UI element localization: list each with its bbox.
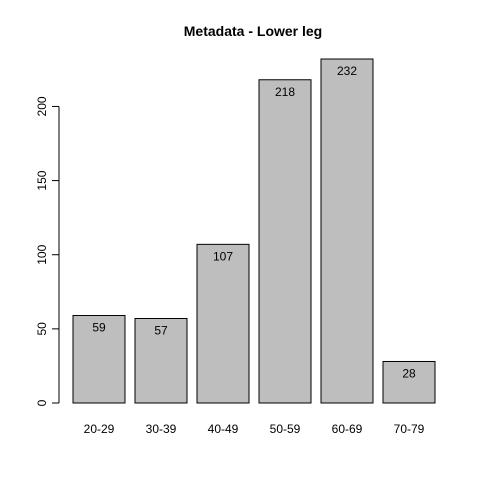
x-tick-label: 20-29: [84, 422, 115, 436]
y-tick-label: 0: [35, 399, 49, 406]
bar-50-59: [258, 79, 312, 404]
bar-value-label: 59: [92, 321, 106, 335]
x-axis-labels: 20-29 30-39 40-49 50-59 60-69 70-79: [84, 422, 425, 436]
bar-value-label: 218: [275, 85, 295, 99]
y-tick-label: 100: [35, 244, 49, 264]
y-tick-label: 150: [35, 170, 49, 190]
x-tick-label: 50-59: [270, 422, 301, 436]
bar-value-label: 28: [402, 366, 416, 380]
bar-40-49: [196, 243, 250, 404]
x-tick-label: 30-39: [146, 422, 177, 436]
y-tick-label: 50: [35, 322, 49, 336]
bar-value-label: 57: [154, 323, 168, 337]
bar-value-label: 232: [337, 64, 357, 78]
x-tick-label: 60-69: [332, 422, 363, 436]
x-tick-label: 70-79: [394, 422, 425, 436]
x-tick-label: 40-49: [208, 422, 239, 436]
bars-group: 59 57 107 218 232 28: [72, 58, 436, 404]
y-axis: 0 50 100 150 200: [35, 96, 60, 406]
bar-20-29: [72, 315, 126, 404]
chart-title: Metadata - Lower leg: [184, 23, 322, 39]
bar-60-69: [320, 58, 374, 404]
bar-value-label: 107: [213, 249, 233, 263]
y-tick-label: 200: [35, 96, 49, 116]
bar-30-39: [134, 317, 188, 404]
bar-70-79: [382, 360, 436, 404]
